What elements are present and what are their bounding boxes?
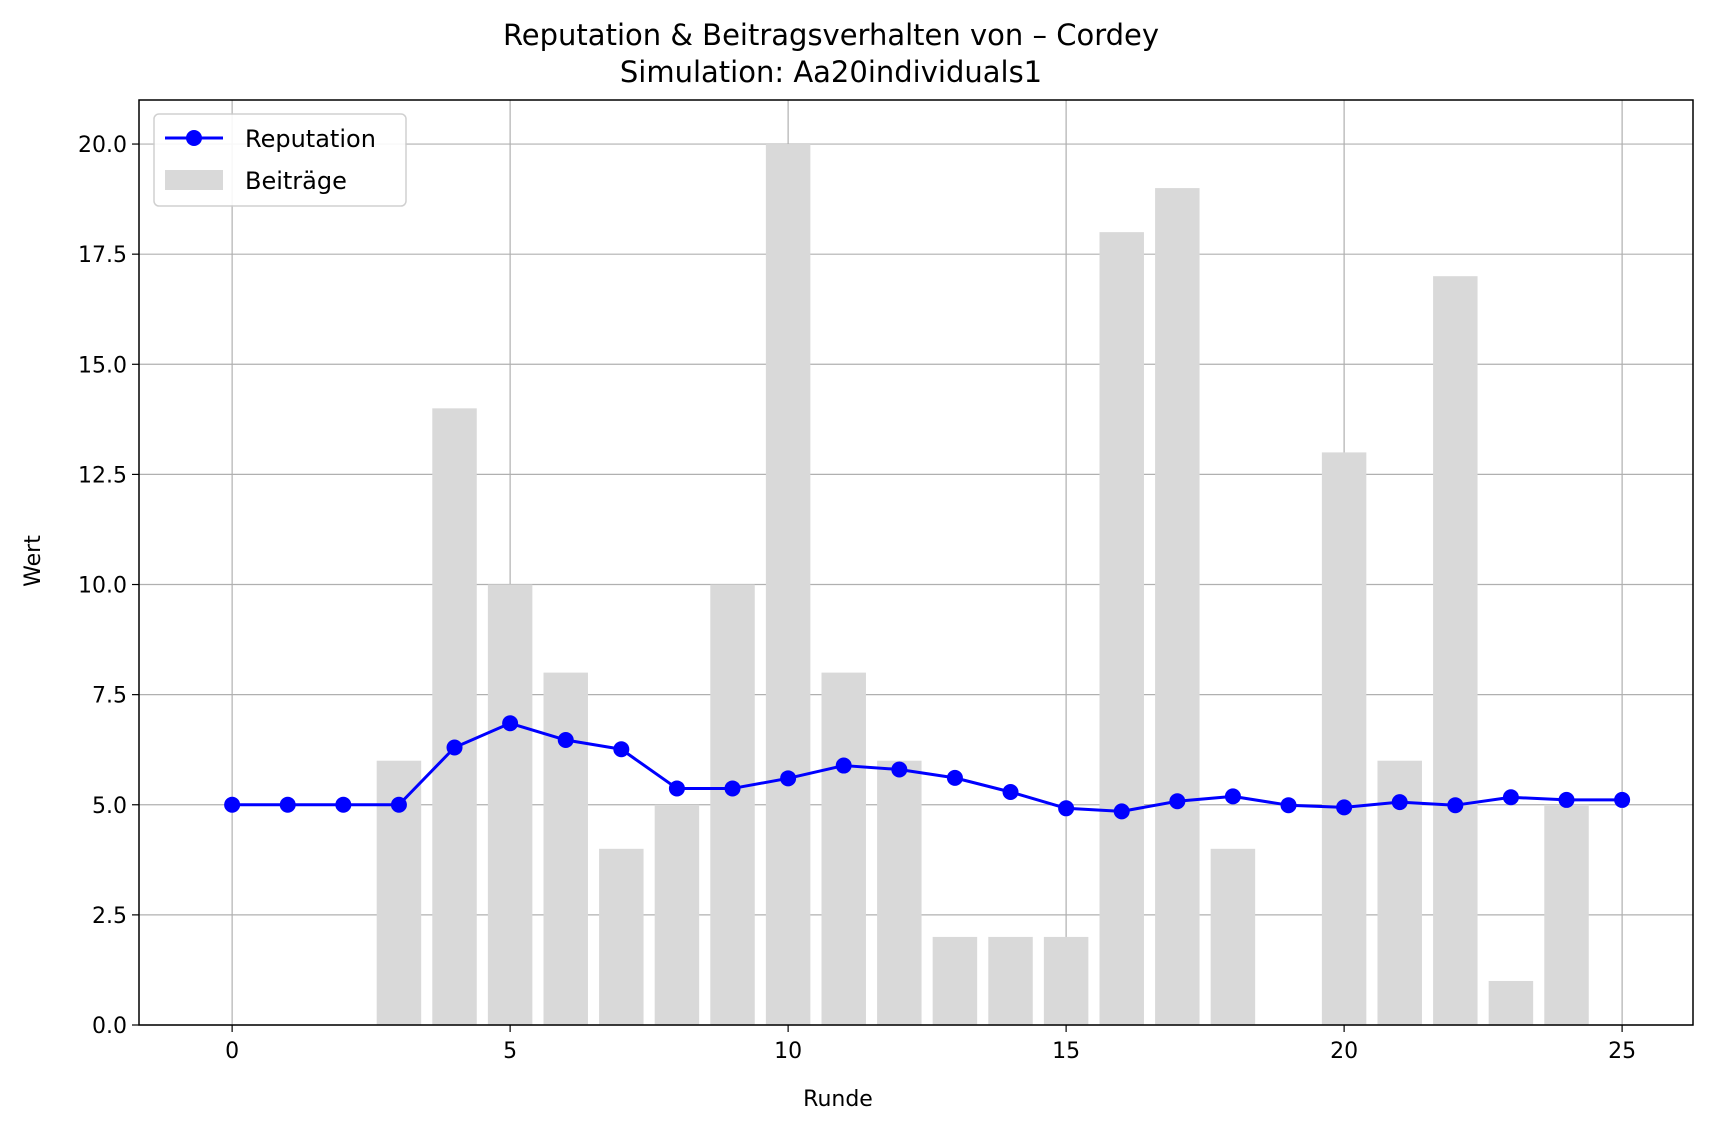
y-tick-label: 10.0 (78, 574, 127, 599)
reputation-point (835, 757, 852, 774)
bar (932, 936, 978, 1025)
chart-title: Reputation & Beitragsverhalten von – Cor… (503, 18, 1159, 52)
ticks: 0 5 10 15 20 25 0.0 2.5 5.0 7.5 10.0 12.5 15.0 17.5 20… (78, 133, 1636, 1064)
plot-frame (138, 99, 1694, 1026)
bar (988, 936, 1033, 1025)
reputation-point (891, 761, 908, 778)
reputation-point (1002, 783, 1019, 800)
bar (1321, 452, 1367, 1025)
bar-series (376, 144, 1589, 1026)
x-tick-label: 20 (1330, 1039, 1358, 1064)
y-tick-label: 12.5 (78, 463, 127, 488)
y-tick-label: 5.0 (92, 794, 127, 819)
reputation-point (1614, 791, 1631, 808)
x-tick-label: 0 (225, 1039, 239, 1064)
bar (710, 584, 755, 1025)
chart-subtitle: Simulation: Aa20individuals1 (620, 55, 1042, 89)
x-axis-label: Runde (803, 1087, 873, 1112)
bar (1433, 276, 1478, 1025)
bar (1544, 804, 1589, 1025)
reputation-point (1336, 799, 1353, 816)
legend-beitraege-label: Beiträge (245, 167, 347, 195)
reputation-point (613, 741, 630, 758)
y-tick-label: 17.5 (78, 243, 127, 268)
reputation-point (1280, 797, 1297, 814)
bar (1043, 936, 1089, 1025)
y-tick-label: 0.0 (92, 1014, 127, 1039)
reputation-point (1502, 789, 1519, 806)
reputation-point (1058, 800, 1075, 817)
reputation-point (946, 769, 963, 786)
x-tick-label: 10 (774, 1039, 802, 1064)
legend-reputation-marker (186, 130, 202, 146)
legend-reputation-label: Reputation (245, 125, 376, 153)
bar (1155, 188, 1200, 1026)
legend: Reputation Beiträge (153, 113, 407, 207)
bar (1210, 848, 1256, 1025)
reputation-point (446, 739, 463, 756)
bar (654, 804, 700, 1025)
reputation-point (557, 732, 574, 749)
reputation-point (1113, 803, 1130, 820)
x-tick-label: 25 (1608, 1039, 1636, 1064)
reputation-point (279, 796, 296, 813)
bar (1488, 980, 1534, 1025)
line-series (224, 715, 1631, 820)
reputation-point (224, 796, 241, 813)
y-tick-label: 15.0 (78, 353, 127, 378)
x-tick-label: 15 (1052, 1039, 1080, 1064)
bar (487, 584, 533, 1025)
y-tick-label: 20.0 (78, 133, 127, 158)
legend-beitraege-swatch (165, 170, 223, 190)
bar (1099, 232, 1144, 1026)
reputation-point (390, 796, 407, 813)
bar (432, 408, 477, 1025)
reputation-point (668, 780, 685, 797)
reputation-point (1169, 793, 1186, 810)
reputation-point (1391, 794, 1408, 811)
reputation-point (502, 715, 519, 732)
y-tick-label: 2.5 (92, 904, 127, 929)
reputation-point (1558, 791, 1575, 808)
reputation-point (724, 780, 741, 797)
reputation-point (1447, 797, 1464, 814)
reputation-point (780, 770, 797, 787)
bar (765, 144, 811, 1026)
y-tick-label: 7.5 (92, 684, 127, 709)
x-tick-label: 5 (503, 1039, 517, 1064)
reputation-line (232, 721, 1623, 813)
bar (599, 848, 644, 1025)
y-axis-label: Wert (21, 535, 46, 587)
bar (543, 672, 588, 1025)
reputation-point (1224, 788, 1241, 805)
bar (821, 672, 866, 1025)
bar (877, 760, 922, 1025)
reputation-point (335, 796, 352, 813)
